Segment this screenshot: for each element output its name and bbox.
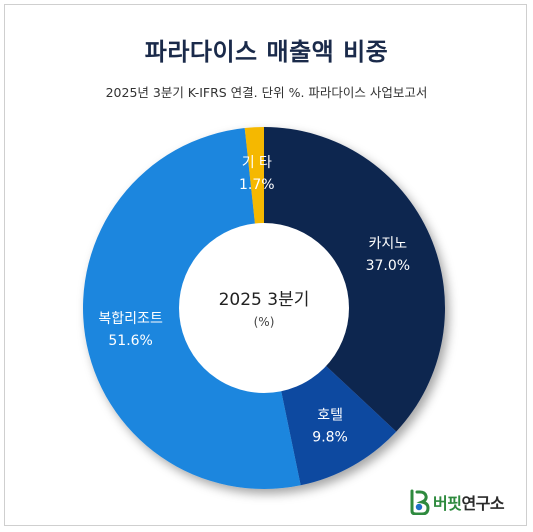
slice-category-label: 카지노 xyxy=(369,236,408,252)
slice-value-label: 51.6% xyxy=(108,333,152,349)
slice-category-label: 호텔 xyxy=(317,408,343,424)
slice-label-group: 카지노 37.0% 호텔 9.8% 복합리조트 51.6% 기 타 1.7% xyxy=(98,155,410,446)
brand-name-suffix: 연구소 xyxy=(461,494,505,513)
chart-subtitle: 2025년 3분기 K-IFRS 연결. 단위 %. 파라다이스 사업보고서 xyxy=(105,85,428,100)
slice-value-label: 37.0% xyxy=(366,258,410,274)
slice-value-label: 1.7% xyxy=(239,177,275,193)
donut-hole xyxy=(179,223,349,393)
slice-category-label: 복합리조트 xyxy=(98,311,163,327)
brand-name: 버핏연구소 xyxy=(433,490,505,514)
slice-value-label: 9.8% xyxy=(312,430,348,446)
center-unit: (%) xyxy=(254,315,275,329)
brand-logo: 버핏연구소 xyxy=(408,488,505,516)
pie-slice-0 xyxy=(264,127,445,432)
center-label: 2025 3분기 xyxy=(219,290,310,310)
chart-title: 파라다이스 매출액 비중 xyxy=(144,38,389,66)
slice-category-label: 기 타 xyxy=(242,155,272,171)
brand-name-prefix: 버핏 xyxy=(433,494,462,513)
brand-mark-icon xyxy=(410,489,430,515)
